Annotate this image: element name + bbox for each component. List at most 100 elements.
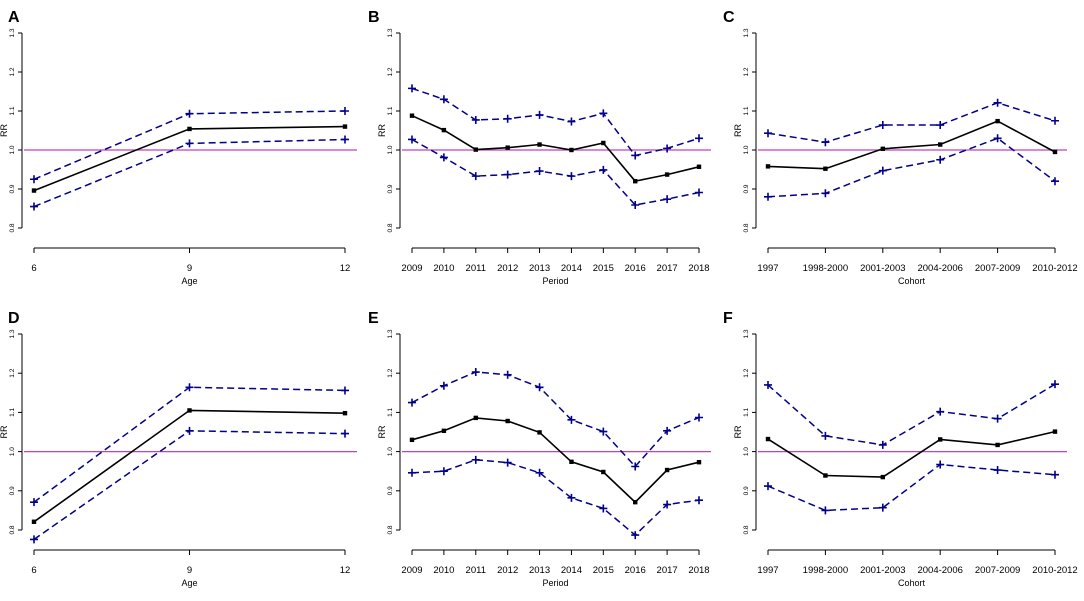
- panel-f-lower-ci-point: [764, 482, 772, 491]
- panel-f-upper-ci-line: [767, 383, 1056, 446]
- panel-c-y-axis-title: RR: [733, 124, 743, 137]
- panel-e-rr-line: [411, 417, 700, 504]
- panel-d-upper-ci-point: [341, 386, 349, 395]
- panel-f-rr-point: [1052, 429, 1058, 434]
- panel-e-upper-ci-point: [631, 462, 640, 471]
- panel-a-x-axis-title: Age: [181, 276, 197, 286]
- panel-e-y-tick-label: 1.1: [387, 408, 394, 417]
- panel-b-lower-ci-point: [631, 200, 640, 209]
- panel-f-lower-ci-point: [936, 460, 945, 469]
- panel-f-y-tick-label: 1.0: [743, 447, 750, 456]
- panel-e-rr-point: [537, 430, 542, 435]
- panel-b-upper-ci-point: [695, 134, 703, 143]
- panel-d: D 0.8 0.9 1.0 1.1 1.2 1.3 RR 6 9 12 Age: [0, 310, 357, 588]
- panel-c-upper-ci-point: [821, 138, 830, 147]
- panel-b-rr-point: [569, 147, 574, 153]
- panel-a-rr-point: [31, 188, 37, 193]
- panel-f-x-axis-title: Cohort: [898, 578, 926, 588]
- panel-d-lower-ci-point: [185, 426, 194, 435]
- panel-e-y-tick-label: 0.8: [387, 525, 394, 534]
- panel-a-y-tick-label: 1.1: [9, 106, 16, 115]
- panel-f: F 0.8 0.9 1.0 1.1 1.2 1.3 RR 1997 1998-2000 2001-2…: [723, 310, 1078, 588]
- panel-c-x-axis-title: Cohort: [898, 276, 926, 286]
- panel-f-upper-ci-point: [936, 407, 945, 416]
- panel-a-rr-point: [187, 126, 192, 132]
- panel-c: C 0.8 0.9 1.0 1.1 1.2 1.3 RR 1997 1998-2000 2001-2…: [723, 9, 1078, 286]
- panel-b-x-tick-label: 2018: [688, 263, 709, 274]
- panel-f-x-tick-label: 1998-2000: [803, 565, 848, 576]
- panel-b-lower-ci-line: [411, 138, 700, 206]
- panel-c-x-tick-label: 2010-2012: [1032, 263, 1077, 274]
- panel-a-x-tick-label: 6: [31, 263, 36, 274]
- panel-b-y-tick-label: 1.1: [387, 106, 394, 115]
- panel-e-lower-ci-line: [411, 459, 700, 537]
- panel-e-y-tick-label: 0.9: [387, 486, 394, 495]
- panel-e-x-tick-label: 2014: [561, 565, 582, 576]
- panel-e-lower-ci-point: [599, 504, 608, 513]
- panel-e-upper-ci-point: [535, 383, 544, 392]
- panel-d-y-tick-label: 0.8: [9, 525, 16, 534]
- panel-b-rr-point: [473, 147, 478, 152]
- panel-c-lower-ci-point: [936, 155, 945, 164]
- panel-f-x-tick-label: 2004-2006: [917, 565, 962, 576]
- panel-e-rr-point: [441, 428, 447, 434]
- panel-a-rr-point: [342, 124, 348, 129]
- panel-c-lower-ci-line: [767, 137, 1056, 198]
- panel-e-y-tick-label: 1.0: [387, 447, 394, 456]
- panel-e-lower-ci-point: [663, 500, 672, 509]
- panel-f-rr-point: [823, 473, 828, 478]
- panel-b-lower-ci-point: [535, 167, 544, 176]
- panel-b-lower-ci-point: [567, 172, 576, 181]
- panel-d-letter: D: [8, 310, 20, 327]
- panel-b-upper-ci-point: [408, 84, 416, 93]
- panel-d-lower-ci-point: [341, 429, 349, 438]
- panel-f-x-tick-label: 2010-2012: [1032, 565, 1077, 576]
- panel-a-y-axis-title: RR: [0, 124, 9, 137]
- panel-d-x-tick-label: 12: [340, 565, 351, 576]
- panel-e-lower-ci-point: [535, 468, 544, 477]
- panel-c-lower-ci-point: [993, 134, 1002, 143]
- panel-e-lower-ci-point: [408, 468, 416, 477]
- panel-e-upper-ci-point: [439, 381, 448, 390]
- panel-d-lower-ci-point: [30, 535, 38, 544]
- panel-c-y-tick-label: 0.8: [743, 223, 750, 232]
- panel-c-y-tick-label: 1.3: [743, 28, 750, 37]
- panel-f-y-tick-label: 1.2: [743, 368, 750, 377]
- panel-b-rr-point: [664, 172, 670, 177]
- panel-c-x-tick-label: 2007-2009: [975, 263, 1020, 274]
- panel-b: B 0.8 0.9 1.0 1.1 1.2 1.3 RR 2009 2010 2011 2012 201…: [368, 9, 711, 286]
- panel-e-upper-ci-point: [599, 427, 608, 436]
- panel-a-x-tick-label: 12: [340, 263, 351, 274]
- panel-c-letter: C: [723, 9, 735, 26]
- panel-d-lower-ci-line: [33, 430, 346, 541]
- panel-b-x-tick-label: 2016: [625, 263, 646, 274]
- panel-c-y-tick-label: 1.2: [743, 67, 750, 76]
- panel-b-x-tick-label: 2017: [657, 263, 678, 274]
- panel-d-rr-point: [187, 408, 192, 413]
- panel-d-upper-ci-point: [185, 383, 194, 392]
- panel-a-upper-ci-point: [185, 109, 194, 118]
- panel-d-x-tick-label: 9: [187, 565, 192, 576]
- panel-b-rr-point: [696, 164, 702, 169]
- panel-e-x-tick-label: 2018: [688, 565, 709, 576]
- panel-b-lower-ci-point: [408, 135, 416, 144]
- panel-e-x-tick-label: 2009: [401, 565, 422, 576]
- panel-e-upper-ci-point: [695, 413, 703, 422]
- panel-e-lower-ci-point: [471, 455, 480, 464]
- panel-e-rr-point: [409, 437, 415, 443]
- panel-d-rr-point: [342, 410, 348, 416]
- panel-b-upper-ci-point: [439, 95, 448, 104]
- panel-d-y-tick-label: 0.9: [9, 486, 16, 495]
- panel-d-x-tick-label: 6: [31, 565, 36, 576]
- panel-f-y-tick-label: 1.1: [743, 408, 750, 417]
- panel-c-x-tick-label: 1998-2000: [803, 263, 848, 274]
- panel-c-upper-ci-line: [767, 102, 1056, 143]
- panel-a-lower-ci-point: [341, 135, 349, 144]
- panel-e-rr-point: [505, 418, 510, 424]
- panel-e-rr-point: [601, 469, 606, 475]
- panel-f-x-tick-label: 2007-2009: [975, 565, 1020, 576]
- panel-e-rr-point: [664, 467, 670, 473]
- panel-b-x-tick-label: 2015: [593, 263, 614, 274]
- panel-b-x-axis-title: Period: [542, 276, 568, 286]
- panel-f-rr-point: [938, 437, 943, 442]
